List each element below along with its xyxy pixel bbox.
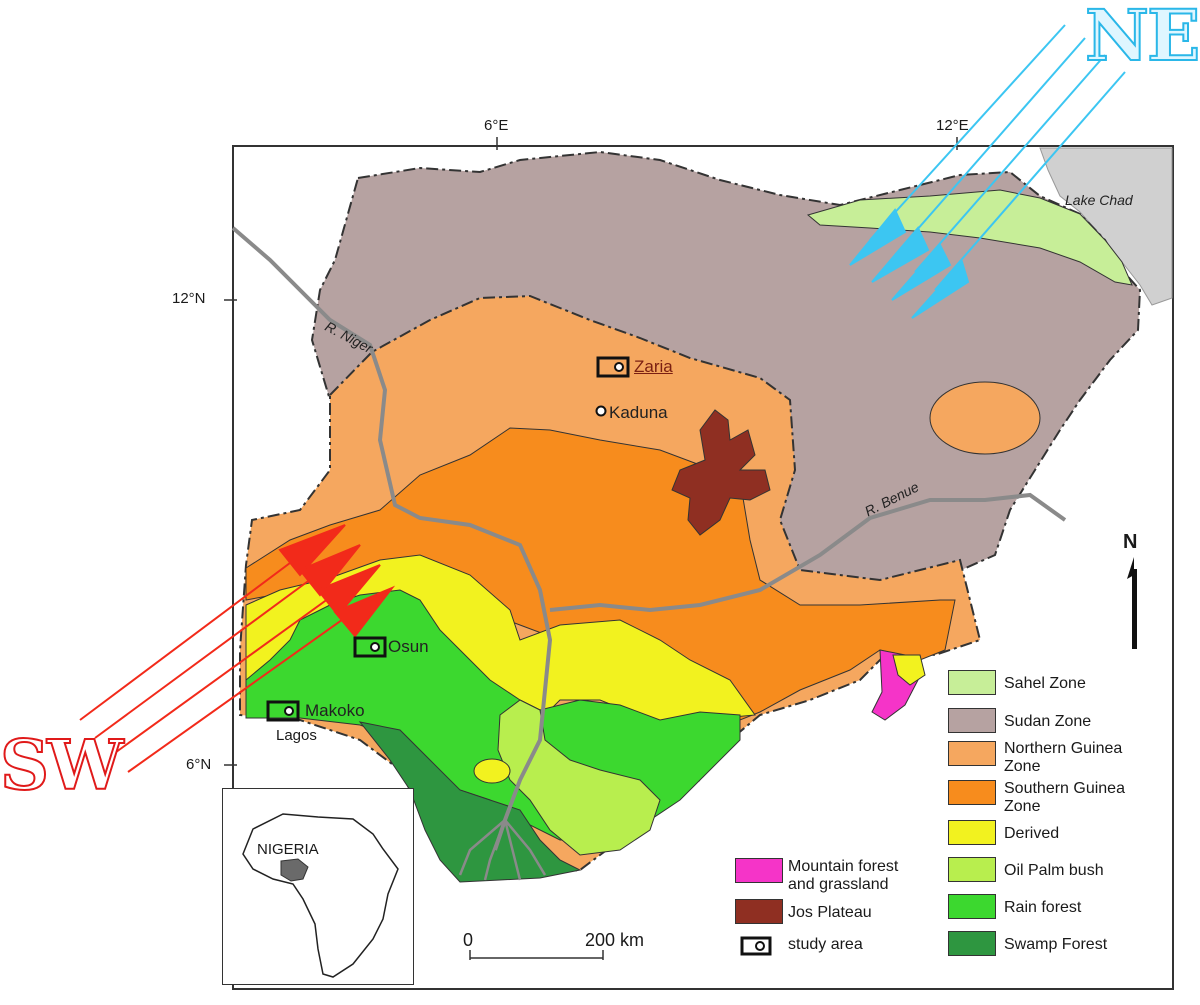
lon-label-12e: 12°E [936, 117, 969, 134]
ne-direction-label: NE [1084, 0, 1200, 78]
sw-direction-label: SW [0, 725, 124, 807]
legend-label-sudan: Sudan Zone [1004, 713, 1092, 730]
legend-label-mountain: Mountain forest and grassland [788, 858, 898, 894]
scale-start-label: 0 [463, 930, 474, 950]
osun-label: Osun [388, 637, 429, 656]
north-arrow-icon [1127, 557, 1137, 649]
zaria-label: Zaria [634, 357, 673, 376]
ne-wind-arrows [849, 24, 1126, 319]
study-area-osun [353, 636, 387, 658]
north-label: N [1123, 531, 1138, 553]
africa-outline [242, 813, 399, 978]
lon-label-6e: 6°E [484, 117, 509, 134]
legend-label-study-area: study area [788, 936, 863, 953]
legend-label-northern-guinea: Northern Guinea Zone [1004, 740, 1123, 775]
makoko-label: Makoko [305, 701, 365, 720]
legend-swatch-rain-forest [948, 894, 996, 919]
inset-nigeria-label: NIGERIA [257, 841, 319, 858]
inset-africa-map: NIGERIA [222, 788, 414, 985]
river-delta [458, 819, 547, 881]
river-niger-line [231, 226, 553, 851]
mountain-forest-yellow [892, 654, 926, 686]
swamp-forest-zone [358, 721, 582, 883]
legend-swatch-southern-guinea [948, 780, 996, 805]
legend-label-swamp: Swamp Forest [1004, 936, 1108, 953]
legend-swatch-jos [735, 899, 783, 924]
legend-label-jos: Jos Plateau [788, 904, 872, 921]
legend-label-southern-guinea: Southern Guinea Zone [1004, 780, 1125, 815]
legend-label-rain-forest: Rain forest [1004, 899, 1082, 916]
legend-label-oil-palm: Oil Palm bush [1004, 862, 1104, 879]
northern-guinea-patch [929, 381, 1041, 455]
study-area-makoko [266, 700, 300, 722]
kaduna-label: Kaduna [609, 403, 668, 422]
legend-swatch-sahel [948, 670, 996, 695]
study-area-zaria [596, 356, 630, 378]
legend-swatch-northern-guinea [948, 741, 996, 766]
jos-plateau [671, 409, 771, 536]
legend-swatch-sudan [948, 708, 996, 733]
legend-swatch-derived [948, 820, 996, 845]
lat-label-12n: 12°N [172, 290, 206, 307]
legend-label-derived: Derived [1004, 825, 1060, 842]
river-benue-line [549, 492, 1067, 613]
lagos-label: Lagos [276, 727, 317, 744]
legend-swatch-mountain [735, 858, 783, 883]
lat-label-6n: 6°N [186, 756, 212, 773]
scale-bar [469, 950, 604, 960]
sw-wind-arrows [79, 524, 396, 773]
sahel-zone [806, 189, 1133, 286]
legend-swatch-oil-palm [948, 857, 996, 882]
lake-chad-label: Lake Chad [1065, 192, 1133, 208]
kaduna-dot [595, 405, 607, 417]
oil-palm-bush-patch [473, 758, 511, 784]
scale-end-label: 200 km [585, 930, 645, 950]
legend-label-sahel: Sahel Zone [1004, 675, 1086, 692]
legend-swatch-swamp [948, 931, 996, 956]
study-area-icon [740, 936, 772, 956]
legend-text-mountain: Mountain forest and grassland [788, 858, 899, 893]
